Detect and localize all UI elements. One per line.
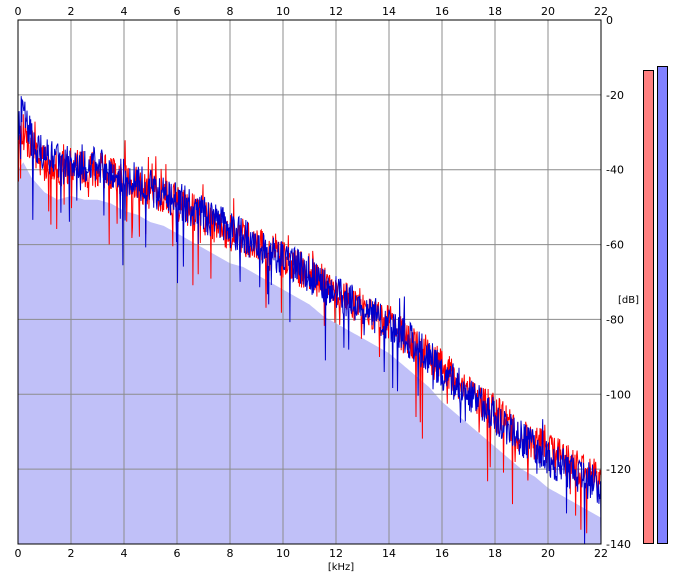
x-tick-label-top: 18 (488, 5, 502, 18)
spectrum-fill-area (18, 162, 601, 544)
x-tick-label-bottom: 2 (68, 547, 75, 560)
x-tick-label-top: 6 (174, 5, 181, 18)
x-tick-label-top: 2 (68, 5, 75, 18)
y-tick-label: 0 (606, 14, 613, 27)
x-tick-label-top: 16 (435, 5, 449, 18)
x-tick-label-top: 22 (594, 5, 608, 18)
plot-frame (17, 19, 602, 545)
y-axis-label: [dB] (618, 295, 639, 306)
x-tick-label-top: 8 (227, 5, 234, 18)
x-tick-label-bottom: 14 (382, 547, 396, 560)
x-tick-label-bottom: 16 (435, 547, 449, 560)
x-tick-label-bottom: 12 (329, 547, 343, 560)
x-tick-label-top: 0 (15, 5, 22, 18)
x-tick-label-top: 4 (121, 5, 128, 18)
x-tick-label-bottom: 4 (121, 547, 128, 560)
y-tick-label: -100 (606, 388, 631, 401)
x-tick-label-bottom: 22 (594, 547, 608, 560)
x-tick-label-bottom: 10 (276, 547, 290, 560)
x-tick-label-top: 10 (276, 5, 290, 18)
y-tick-label: -80 (606, 313, 624, 326)
y-tick-label: -120 (606, 463, 631, 476)
y-tick-label: -60 (606, 239, 624, 252)
x-tick-label-top: 20 (541, 5, 555, 18)
spectrum-series-line (17, 114, 602, 534)
x-tick-label-top: 14 (382, 5, 396, 18)
x-tick-label-top: 12 (329, 5, 343, 18)
left-level-meter (643, 70, 654, 544)
right-level-meter (657, 66, 668, 544)
y-tick-label: -40 (606, 164, 624, 177)
y-tick-label: -20 (606, 89, 624, 102)
x-tick-label-bottom: 6 (174, 547, 181, 560)
x-axis-label: [kHz] (328, 562, 354, 573)
spectrum-series-line (17, 96, 602, 545)
x-tick-label-bottom: 8 (227, 547, 234, 560)
y-tick-label: -140 (606, 538, 631, 551)
x-tick-label-bottom: 20 (541, 547, 555, 560)
x-tick-label-bottom: 18 (488, 547, 502, 560)
x-tick-label-bottom: 0 (15, 547, 22, 560)
